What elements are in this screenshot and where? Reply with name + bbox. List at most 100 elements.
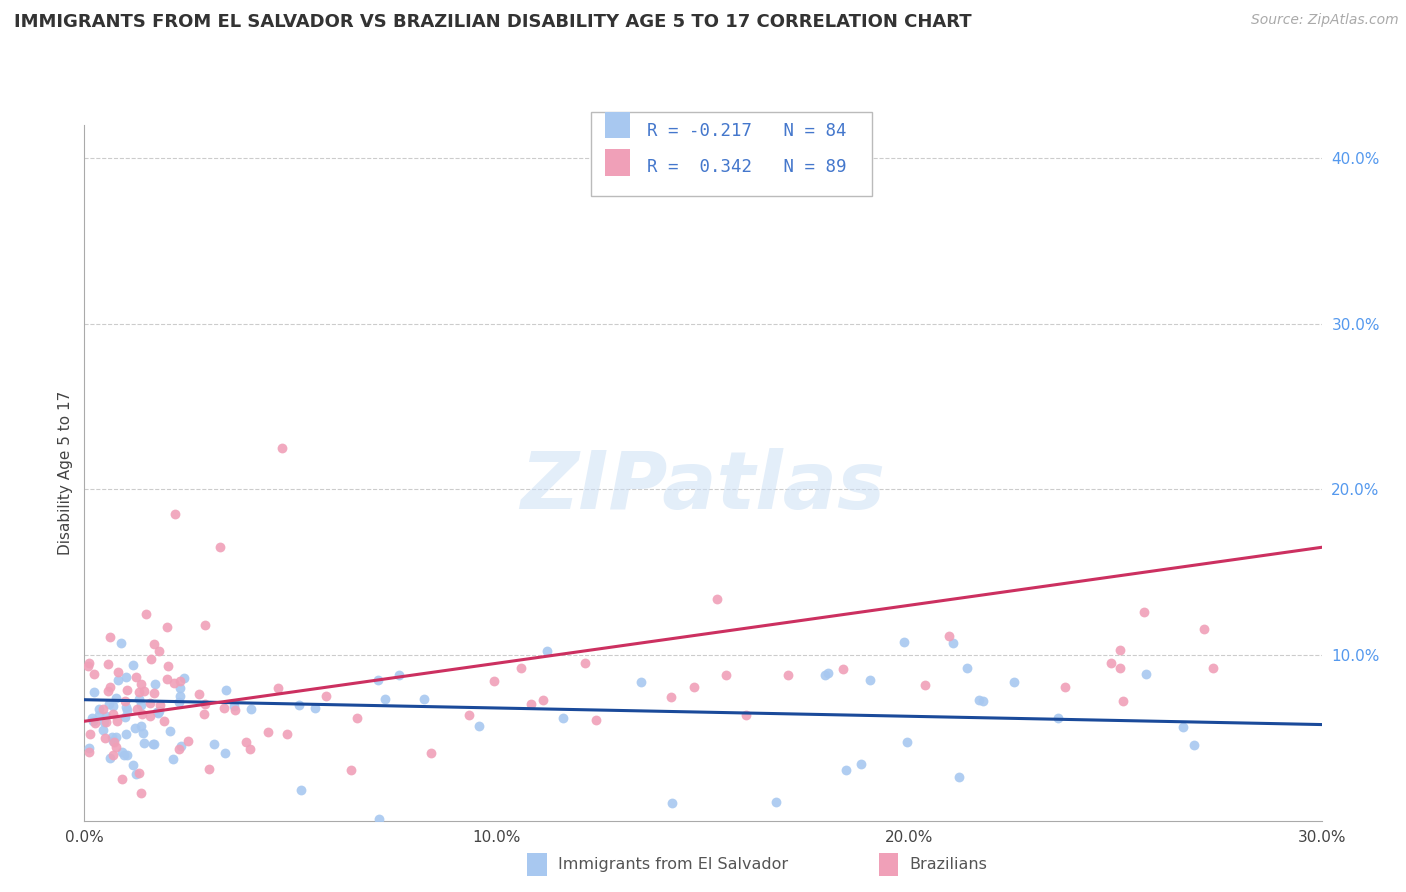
Point: [1182, 738, 1205, 752]
Point: [914, 678, 936, 692]
Point: [148, 644, 170, 658]
Point: [156, 658, 179, 673]
Point: [170, 739, 193, 754]
Point: [135, 607, 157, 622]
Point: [276, 727, 298, 741]
Point: [510, 661, 533, 675]
Point: [94, 715, 117, 730]
Point: [388, 667, 411, 681]
Point: [165, 507, 187, 521]
Point: [132, 736, 155, 750]
Point: [114, 727, 136, 741]
Point: [169, 681, 191, 695]
Point: [146, 705, 169, 719]
Point: [124, 670, 146, 684]
Point: [114, 693, 136, 707]
Point: [129, 677, 152, 691]
Point: [143, 677, 166, 691]
Point: [94, 708, 117, 723]
Point: [972, 693, 994, 707]
Point: [98, 681, 121, 695]
Point: [778, 668, 800, 682]
Point: [148, 704, 170, 718]
Point: [257, 724, 280, 739]
Point: [574, 656, 596, 670]
Point: [1099, 656, 1122, 670]
Point: [138, 697, 160, 711]
Point: [896, 735, 918, 749]
Point: [169, 690, 191, 704]
Point: [413, 692, 436, 706]
Point: [115, 683, 138, 698]
Point: [1112, 694, 1135, 708]
Point: [103, 698, 125, 713]
Point: [267, 681, 290, 696]
Point: [1194, 622, 1216, 636]
Point: [80, 711, 103, 725]
Point: [134, 684, 156, 698]
Point: [98, 697, 121, 711]
Point: [104, 730, 127, 744]
Point: [107, 665, 129, 679]
Point: [1002, 675, 1025, 690]
Point: [367, 673, 389, 687]
Point: [198, 763, 221, 777]
Point: [129, 698, 152, 713]
Point: [468, 719, 491, 733]
Text: R =  0.342   N = 89: R = 0.342 N = 89: [647, 158, 846, 176]
Point: [659, 690, 682, 704]
Point: [706, 592, 728, 607]
Point: [152, 714, 174, 728]
Point: [97, 657, 120, 672]
Point: [814, 668, 837, 682]
Point: [83, 666, 105, 681]
Point: [141, 651, 163, 665]
Point: [1047, 711, 1070, 725]
Point: [482, 673, 505, 688]
Point: [87, 702, 110, 716]
Point: [520, 697, 543, 711]
Point: [77, 656, 100, 670]
Point: [98, 630, 121, 644]
Point: [239, 701, 262, 715]
Point: [1053, 680, 1076, 694]
Point: [1171, 720, 1194, 734]
Point: [131, 707, 153, 722]
Point: [215, 682, 238, 697]
Point: [536, 644, 558, 658]
Point: [832, 662, 855, 676]
Point: [143, 636, 166, 650]
Text: IMMIGRANTS FROM EL SALVADOR VS BRAZILIAN DISABILITY AGE 5 TO 17 CORRELATION CHAR: IMMIGRANTS FROM EL SALVADOR VS BRAZILIAN…: [14, 13, 972, 31]
Point: [235, 735, 257, 749]
Point: [132, 726, 155, 740]
Point: [142, 737, 165, 751]
Point: [1109, 661, 1132, 675]
Text: ZIPatlas: ZIPatlas: [520, 448, 886, 525]
Point: [420, 746, 443, 760]
Point: [103, 735, 125, 749]
Point: [93, 731, 115, 745]
Point: [834, 763, 856, 777]
Point: [942, 636, 965, 650]
Point: [128, 685, 150, 699]
Point: [956, 661, 979, 675]
Point: [149, 698, 172, 712]
Point: [143, 737, 166, 751]
Point: [967, 693, 990, 707]
Point: [682, 680, 704, 694]
Point: [716, 667, 738, 681]
Point: [91, 702, 114, 716]
Point: [938, 629, 960, 643]
Point: [193, 617, 215, 632]
Text: Brazilians: Brazilians: [910, 857, 987, 871]
Point: [630, 675, 652, 690]
Text: Immigrants from El Salvador: Immigrants from El Salvador: [558, 857, 789, 871]
Point: [83, 715, 105, 730]
Point: [817, 666, 839, 681]
Point: [115, 703, 138, 717]
Point: [167, 695, 190, 709]
Point: [167, 741, 190, 756]
Point: [148, 706, 170, 720]
Point: [173, 671, 195, 685]
Point: [111, 745, 134, 759]
